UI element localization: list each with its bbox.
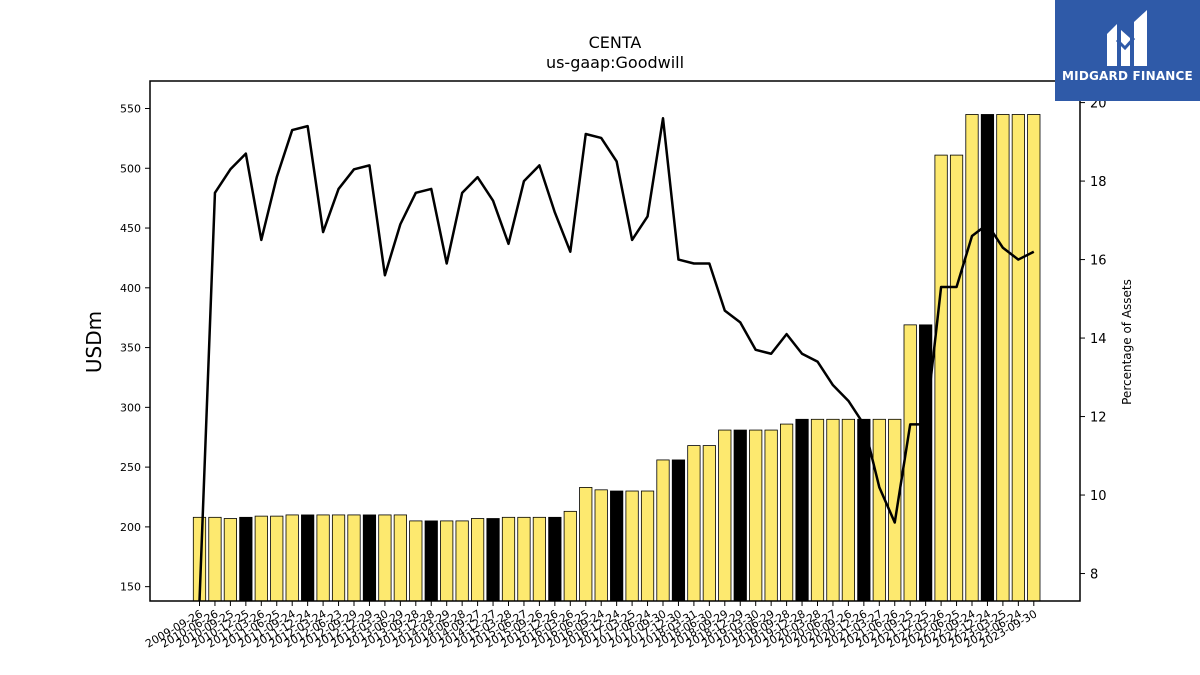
bar	[455, 520, 469, 602]
bar	[440, 520, 454, 602]
y2-tick-label: 18	[1090, 175, 1107, 190]
y-tick-label: 300	[120, 401, 141, 414]
bar	[378, 514, 392, 602]
bar	[872, 418, 886, 602]
bars-group	[192, 114, 1041, 602]
bar	[594, 489, 608, 602]
y2-axis-label: Percentage of Assets	[1120, 279, 1134, 405]
bar	[625, 490, 639, 602]
y2-tick-label: 8	[1090, 568, 1098, 583]
bar	[223, 518, 237, 602]
bar	[949, 154, 964, 602]
bar	[270, 515, 284, 602]
y-tick-label: 200	[120, 521, 141, 534]
y-tick-label: 450	[120, 222, 141, 235]
bar	[393, 514, 407, 602]
y-tick-label: 250	[120, 461, 141, 474]
bar	[826, 418, 840, 602]
bar	[764, 429, 778, 602]
bar	[331, 514, 346, 602]
bar	[208, 516, 222, 602]
bar	[996, 114, 1010, 602]
bar	[702, 445, 716, 602]
bar	[563, 510, 577, 602]
bar	[362, 514, 377, 602]
y-axis-label: USDm	[82, 311, 106, 373]
bar	[548, 516, 562, 602]
y-axis: 150 200 250 300 350 400 450 500 550	[120, 102, 150, 594]
bar	[733, 429, 747, 602]
bar	[409, 520, 423, 602]
bar	[749, 429, 763, 602]
bar	[919, 324, 933, 602]
plot-frame	[149, 80, 1081, 602]
logo-text: MIDGARD FINANCE	[1062, 69, 1193, 83]
brand-logo: MIDGARD FINANCE	[1055, 0, 1200, 101]
bar	[671, 459, 686, 602]
bar	[316, 514, 330, 602]
bar	[640, 490, 655, 602]
bar	[795, 418, 809, 602]
bar	[810, 418, 825, 602]
y2-tick-label: 14	[1090, 332, 1107, 347]
bar	[254, 515, 268, 602]
bar	[517, 516, 531, 602]
bar	[1011, 114, 1025, 602]
bar	[934, 154, 948, 602]
bar	[501, 516, 516, 602]
midgard-logo-icon	[1107, 10, 1147, 66]
x-axis: 2009-09-262010-06-262010-09-252010-12-25…	[143, 601, 1039, 651]
bar	[301, 514, 315, 602]
bar	[780, 423, 794, 602]
bar	[486, 518, 500, 602]
y-tick-label: 550	[120, 102, 141, 115]
bar	[579, 487, 593, 602]
y2-tick-label: 10	[1090, 489, 1107, 504]
y-tick-label: 400	[120, 282, 141, 295]
bar	[532, 516, 547, 602]
bar	[980, 114, 995, 602]
y-tick-label: 150	[120, 581, 141, 594]
y-tick-label: 500	[120, 162, 141, 175]
chart-title: CENTA	[589, 33, 642, 52]
bar	[239, 516, 253, 602]
bar	[841, 418, 856, 602]
y2-tick-label: 16	[1090, 254, 1107, 269]
bar	[610, 490, 624, 602]
bar	[347, 514, 361, 602]
y-tick-label: 350	[120, 342, 141, 355]
bar	[718, 429, 732, 602]
chart-subtitle: us-gaap:Goodwill	[546, 53, 684, 72]
series-line	[198, 117, 1035, 602]
bar	[285, 514, 299, 602]
bar	[424, 520, 438, 602]
bar	[903, 324, 917, 602]
bar	[470, 518, 485, 602]
bar	[687, 445, 701, 602]
bar	[656, 459, 670, 602]
y2-tick-label: 12	[1090, 411, 1107, 426]
line-group	[198, 117, 1035, 602]
bar	[1027, 114, 1041, 602]
bar	[965, 114, 979, 602]
